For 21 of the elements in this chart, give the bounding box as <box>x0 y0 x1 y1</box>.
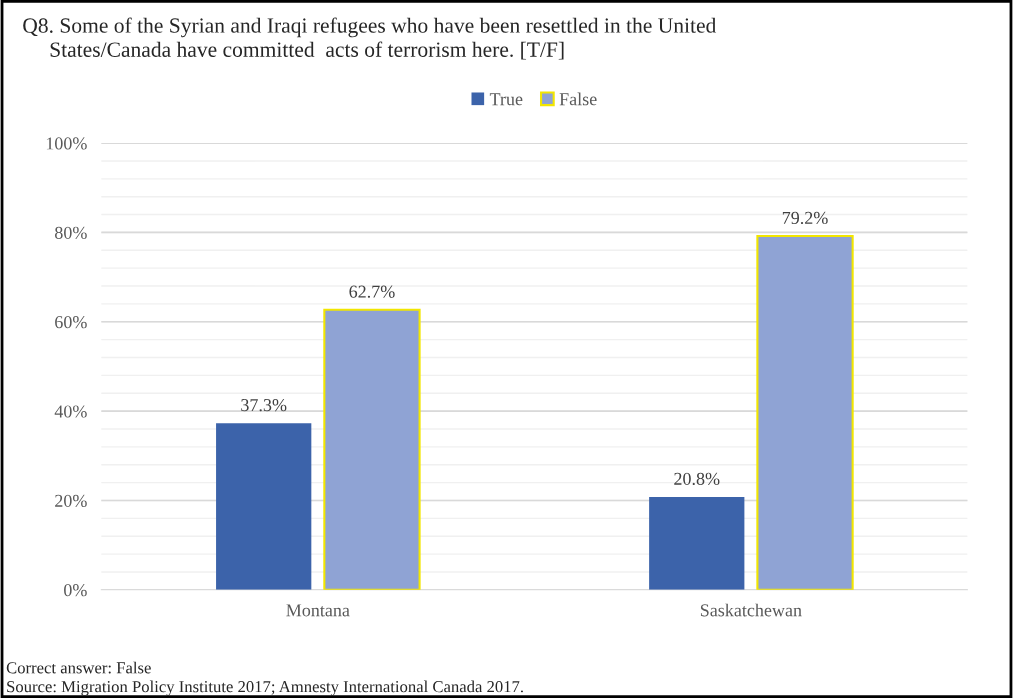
bar <box>756 234 854 590</box>
x-tick-label: Montana <box>286 604 350 617</box>
data-label: 20.8% <box>674 472 720 485</box>
y-tick-label: 40% <box>54 405 87 418</box>
y-tick-label: 100% <box>46 137 87 150</box>
data-label: 37.3% <box>241 399 287 412</box>
source-note: Source: Migration Policy Institute 2017; Amnesty International Canada 2017. <box>7 680 523 696</box>
data-label: 79.2% <box>782 211 828 225</box>
legend-label: False <box>559 92 597 106</box>
bar <box>216 423 312 590</box>
bar <box>323 308 421 590</box>
data-label: 62.7% <box>349 285 395 298</box>
legend-label: True <box>489 93 523 106</box>
chart-title: Q8. Some of the Syrian and Iraqi refugees who have been resettled in the United States/Canada have committed acts of terrorism here. [T/F] <box>23 17 717 60</box>
y-tick-label: 80% <box>55 226 87 239</box>
y-tick-label: 0% <box>64 584 87 597</box>
y-tick-label: 20% <box>55 494 87 507</box>
text: Correct answer: False <box>6 661 151 674</box>
x-tick-label: Saskatchewan <box>700 603 802 617</box>
y-tick-label: 60% <box>55 316 87 329</box>
bar <box>649 496 745 590</box>
